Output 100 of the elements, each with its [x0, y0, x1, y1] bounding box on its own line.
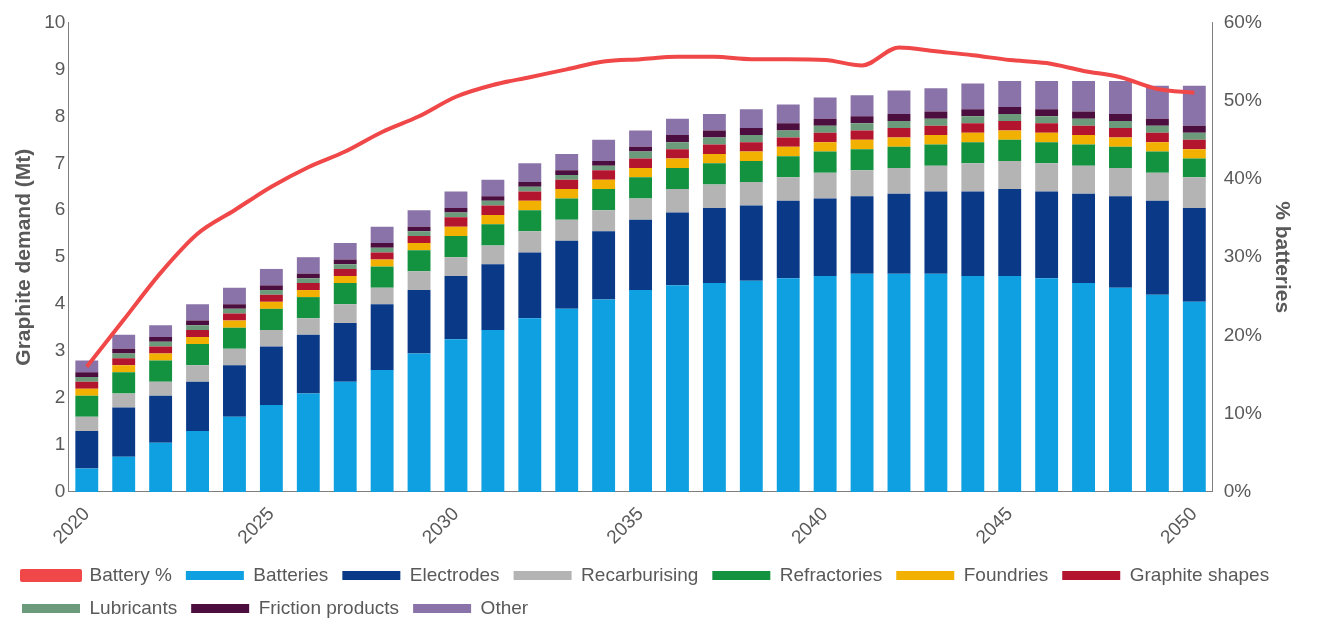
bar	[259, 268, 283, 286]
bar	[333, 322, 357, 382]
bar	[961, 163, 985, 192]
bar	[259, 405, 283, 492]
bar	[961, 191, 985, 276]
bar	[481, 196, 505, 201]
bar	[1035, 191, 1059, 279]
bar	[407, 250, 431, 272]
bar	[776, 137, 800, 147]
bar	[1109, 287, 1132, 492]
bar	[1072, 111, 1096, 119]
bar	[1072, 125, 1096, 136]
bar	[186, 304, 209, 321]
bar	[813, 118, 837, 126]
bar	[370, 287, 394, 305]
legend-label: Electrodes	[409, 563, 500, 585]
bar	[1182, 132, 1206, 140]
bar	[149, 360, 173, 382]
bar	[666, 135, 689, 143]
bar	[296, 290, 320, 298]
bar	[850, 123, 874, 131]
bar	[924, 191, 948, 274]
bar	[961, 275, 985, 492]
bar	[149, 381, 173, 396]
bar	[776, 104, 800, 124]
bar	[555, 175, 579, 180]
bar	[592, 210, 616, 232]
bar	[481, 224, 505, 246]
bar	[850, 95, 874, 117]
bar	[739, 160, 763, 183]
bar	[555, 179, 579, 190]
bar	[444, 217, 468, 227]
bar	[75, 468, 99, 492]
bar	[112, 456, 136, 492]
bar	[1182, 177, 1206, 208]
bar	[961, 116, 985, 124]
bar	[850, 170, 874, 197]
bar	[333, 283, 357, 305]
bar	[1072, 165, 1096, 194]
bar	[112, 407, 136, 457]
bar	[666, 212, 689, 286]
y2-tick-label: 30%	[1223, 245, 1262, 267]
y-tick-label: 7	[54, 151, 66, 173]
bar	[223, 416, 246, 492]
bar	[850, 149, 874, 171]
bar	[592, 299, 616, 492]
bar	[149, 353, 173, 361]
bar	[887, 273, 911, 492]
bar	[1072, 283, 1096, 492]
bar	[998, 81, 1022, 107]
bar	[629, 146, 652, 152]
legend-label: Friction products	[258, 596, 400, 618]
bar	[592, 139, 616, 161]
bar	[739, 205, 763, 281]
bar	[407, 290, 431, 354]
bar	[259, 329, 283, 347]
bar	[1072, 135, 1096, 145]
bar	[186, 329, 209, 338]
bar	[1145, 151, 1169, 173]
bar	[370, 252, 394, 260]
bar	[1109, 113, 1132, 122]
bar	[592, 170, 616, 180]
bar	[407, 231, 431, 237]
bar	[112, 393, 136, 408]
bar	[186, 344, 209, 366]
legend-label: Recarburising	[581, 563, 699, 585]
bar	[223, 287, 246, 305]
bar	[961, 109, 985, 117]
bar	[481, 264, 505, 330]
bar	[333, 275, 357, 284]
y-tick-label: 9	[54, 57, 66, 79]
y-tick-label: 10	[44, 10, 66, 32]
bar	[813, 172, 837, 199]
bar	[444, 275, 468, 340]
bar	[850, 139, 874, 150]
bar	[149, 395, 173, 443]
y-tick-label: 3	[54, 339, 66, 361]
bar	[149, 442, 173, 492]
bar	[924, 144, 948, 166]
bar	[739, 135, 763, 143]
bar	[1182, 301, 1206, 492]
bar	[444, 226, 468, 237]
bar	[333, 268, 357, 276]
bar	[739, 182, 763, 206]
bar	[776, 156, 800, 178]
bar	[555, 153, 579, 171]
y2-tick-label: 20%	[1223, 323, 1262, 345]
bar	[444, 236, 468, 258]
bar	[223, 327, 246, 349]
bar	[998, 113, 1022, 122]
bar	[296, 283, 320, 291]
bar	[887, 113, 911, 122]
bar	[555, 198, 579, 220]
bar	[1182, 149, 1206, 159]
bar	[555, 308, 579, 492]
bar	[924, 273, 948, 492]
bar	[629, 177, 652, 199]
bar	[296, 318, 320, 335]
bar	[259, 346, 283, 406]
bar	[1182, 139, 1206, 150]
